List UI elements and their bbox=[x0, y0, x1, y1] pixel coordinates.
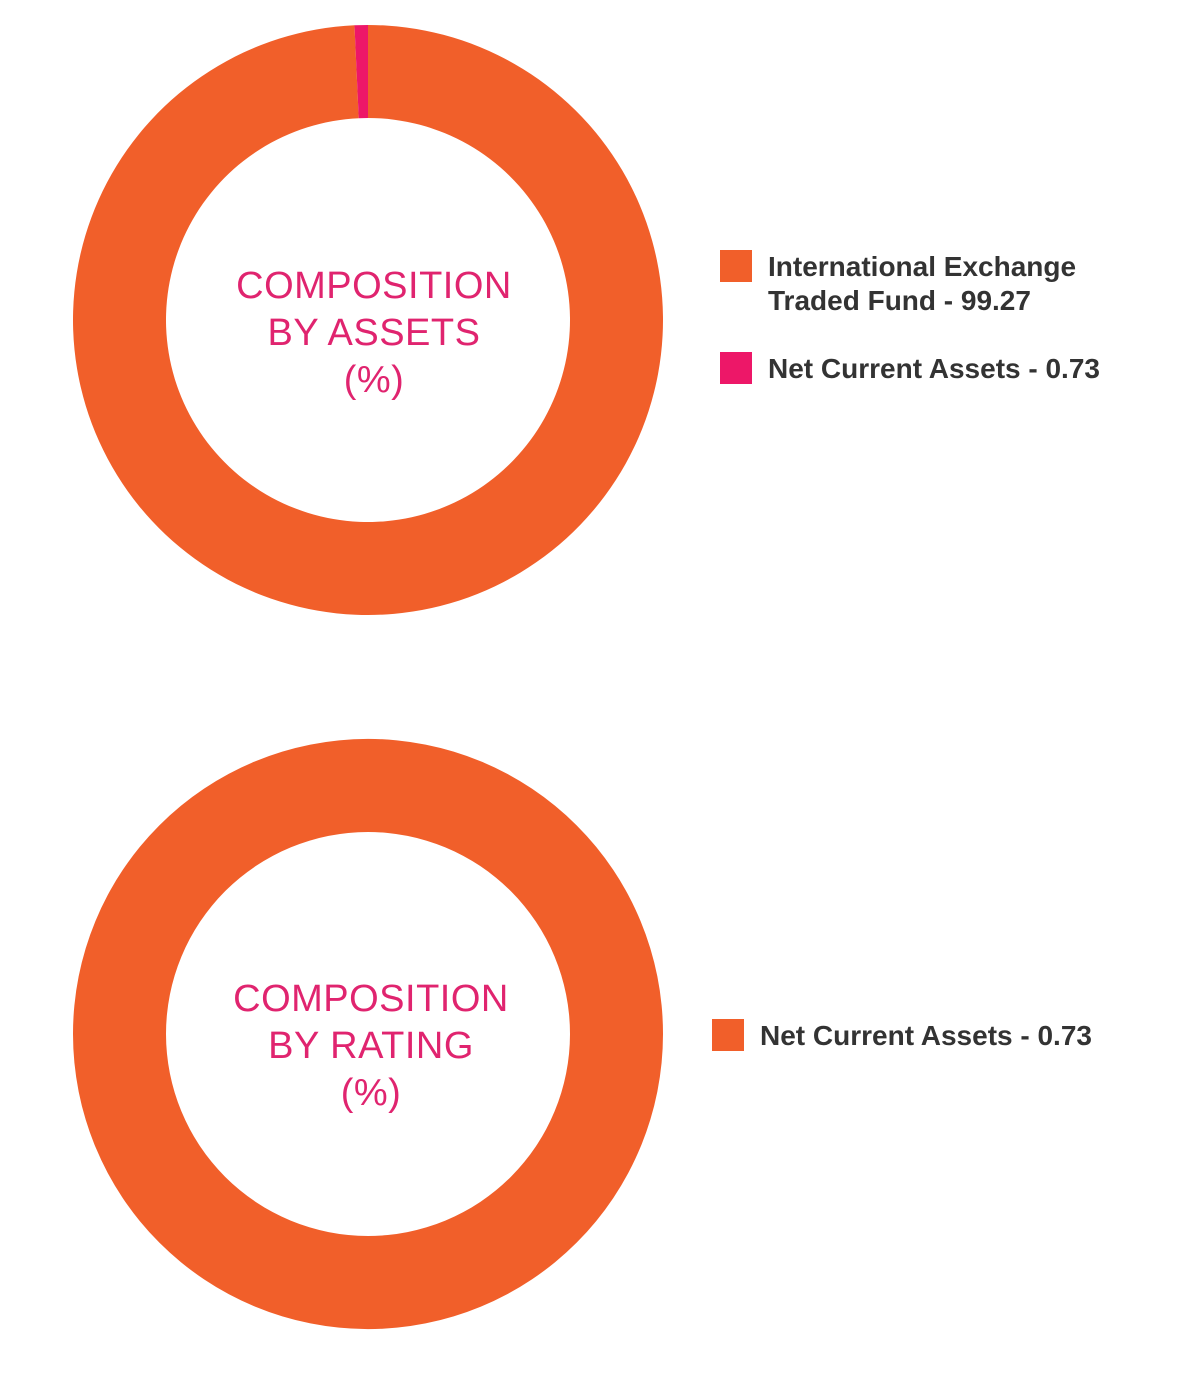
assets-title-line-1: COMPOSITION bbox=[236, 265, 512, 307]
donut-slice bbox=[72, 25, 663, 615]
legend-swatch bbox=[720, 352, 752, 384]
legend-item: Net Current Assets - 0.73 bbox=[720, 352, 1128, 386]
rating-center-title: COMPOSITION BY RATING (%) bbox=[171, 976, 571, 1117]
rating-legend: Net Current Assets - 0.73 bbox=[712, 1019, 1120, 1087]
rating-donut bbox=[72, 738, 663, 1330]
legend-label: International Exchange Traded Fund - 99.… bbox=[768, 251, 1077, 316]
legend-label: Net Current Assets - 0.73 bbox=[760, 1020, 1092, 1051]
assets-donut bbox=[72, 25, 663, 615]
donut-slice bbox=[72, 738, 663, 1330]
composition-by-rating-chart: COMPOSITION BY RATING (%) Net Current As… bbox=[0, 714, 1189, 1374]
rating-title-line-2: BY RATING bbox=[268, 1025, 474, 1067]
rating-title-line-3: (%) bbox=[340, 1072, 402, 1114]
legend-item: Net Current Assets - 0.73 bbox=[712, 1019, 1120, 1053]
legend-swatch bbox=[720, 250, 752, 282]
assets-legend: International Exchange Traded Fund - 99.… bbox=[720, 250, 1128, 420]
composition-by-assets-chart: COMPOSITION BY ASSETS (%) International … bbox=[0, 0, 1189, 640]
legend-label: Net Current Assets - 0.73 bbox=[768, 353, 1100, 384]
rating-title-line-1: COMPOSITION bbox=[233, 978, 509, 1020]
assets-center-title: COMPOSITION BY ASSETS (%) bbox=[174, 263, 574, 404]
donut-slice bbox=[354, 25, 368, 119]
assets-title-line-3: (%) bbox=[343, 359, 405, 401]
assets-title-line-2: BY ASSETS bbox=[267, 312, 481, 354]
legend-swatch bbox=[712, 1019, 744, 1051]
legend-item: International Exchange Traded Fund - 99.… bbox=[720, 250, 1128, 318]
